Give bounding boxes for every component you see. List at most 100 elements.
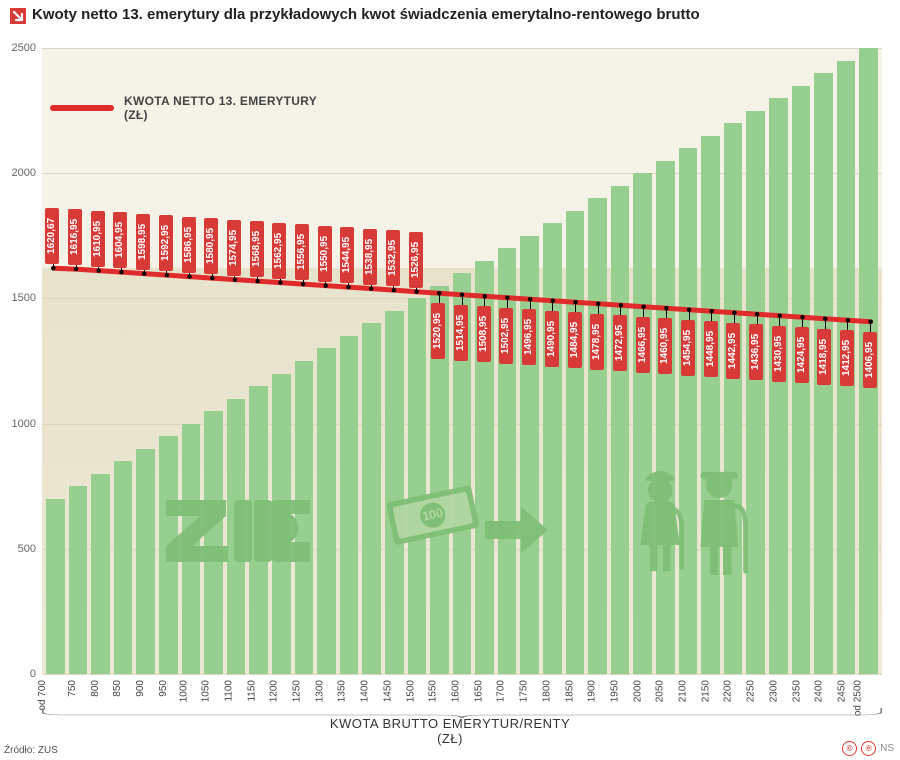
value-callout: 1430,95 [772, 326, 786, 382]
value-callout: 1472,95 [613, 315, 627, 371]
bar [769, 98, 788, 674]
callout-connector [643, 307, 644, 317]
x-tick-label: 2050 [655, 658, 673, 680]
bar [543, 223, 562, 674]
x-tick-label: od 700 [38, 649, 56, 680]
x-tick-label: 2100 [678, 658, 696, 680]
value-callout: 1532,95 [386, 230, 400, 286]
y-tick-label: 2500 [12, 42, 36, 54]
callout-connector [552, 301, 553, 311]
x-tick-label: 2400 [814, 658, 832, 680]
value-callout: 1460,95 [658, 318, 672, 374]
callout-connector [507, 298, 508, 308]
value-callout: 1604,95 [113, 212, 127, 268]
y-tick-label: 1000 [12, 418, 36, 430]
bar [656, 161, 675, 674]
x-tick-label: 800 [90, 663, 108, 680]
bar [701, 136, 720, 674]
value-callout: 1538,95 [363, 229, 377, 285]
bar [204, 411, 223, 674]
x-tick-label: 2300 [769, 658, 787, 680]
x-tick-label: 950 [159, 663, 177, 680]
x-axis-label: KWOTA BRUTTO EMERYTUR/RENTY (ZŁ) [0, 716, 900, 746]
x-tick-label: 1950 [610, 658, 628, 680]
x-tick-label: 1600 [451, 658, 469, 680]
bar [272, 374, 291, 674]
footer-badges: © ℗ NS [842, 741, 894, 756]
callout-connector [779, 316, 780, 326]
value-callout: 1544,95 [340, 227, 354, 283]
bar [69, 486, 88, 674]
bar [724, 123, 743, 674]
bar [249, 386, 268, 674]
y-tick-label: 0 [30, 668, 36, 680]
x-tick-label: 1450 [383, 658, 401, 680]
x-tick-label: 1850 [564, 658, 582, 680]
x-tick-label: 2200 [723, 658, 741, 680]
x-tick-label: 1200 [269, 658, 287, 680]
x-tick-label: 750 [68, 663, 86, 680]
callout-connector [484, 296, 485, 306]
bar [679, 148, 698, 674]
copyright-icon: © [842, 741, 857, 756]
callout-connector [734, 313, 735, 323]
value-callout: 1610,95 [91, 211, 105, 267]
callout-connector [575, 302, 576, 312]
callout-connector [711, 311, 712, 321]
x-tick-label: 1900 [587, 658, 605, 680]
y-tick-label: 500 [18, 543, 36, 555]
value-callout: 1484,95 [568, 312, 582, 368]
value-callout: 1550,95 [318, 226, 332, 282]
source-label: Źródło: ZUS [4, 745, 58, 756]
x-tick-label: 1250 [292, 658, 310, 680]
bar [136, 449, 155, 674]
value-callout: 1448,95 [704, 321, 718, 377]
callout-connector [598, 304, 599, 314]
bar [227, 399, 246, 674]
x-tick-label: 1800 [542, 658, 560, 680]
bar [295, 361, 314, 674]
bar [159, 436, 178, 674]
value-callout: 1418,95 [817, 329, 831, 385]
y-tick-label: 2000 [12, 167, 36, 179]
value-callout: 1574,95 [227, 220, 241, 276]
bar [746, 111, 765, 674]
callout-connector [825, 319, 826, 329]
bar [317, 348, 336, 674]
x-tick-label: 850 [113, 663, 131, 680]
x-tick-label: 2000 [632, 658, 650, 680]
x-tick-label: 1300 [315, 658, 333, 680]
value-callout: 1502,95 [499, 308, 513, 364]
callout-connector [462, 295, 463, 305]
bar [588, 198, 607, 674]
bar [182, 424, 201, 674]
bar [340, 336, 359, 674]
value-callout: 1586,95 [182, 217, 196, 273]
x-tick-label: 1100 [224, 658, 242, 680]
value-callout: 1496,95 [522, 309, 536, 365]
bar [408, 298, 427, 674]
chart-title: Kwoty netto 13. emerytury dla przykładow… [32, 6, 700, 24]
value-callout: 1436,95 [749, 324, 763, 380]
bar [633, 173, 652, 674]
callout-connector [530, 299, 531, 309]
x-tick-label: od 2500 [853, 644, 871, 680]
x-tick-label: 1350 [337, 658, 355, 680]
footer-initials: NS [880, 743, 894, 754]
bar [91, 474, 110, 674]
value-callout: 1466,95 [636, 317, 650, 373]
bar [114, 461, 133, 674]
bar [611, 186, 630, 674]
value-callout: 1454,95 [681, 320, 695, 376]
value-callout: 1424,95 [795, 327, 809, 383]
value-callout: 1508,95 [477, 306, 491, 362]
x-tick-label: 1050 [201, 658, 219, 680]
value-callout: 1490,95 [545, 311, 559, 367]
value-callout: 1526,95 [409, 232, 423, 288]
value-callout: 1580,95 [204, 218, 218, 274]
phonogram-icon: ℗ [861, 741, 876, 756]
x-tick-label: 2350 [791, 658, 809, 680]
y-tick-label: 1500 [12, 292, 36, 304]
value-callout: 1592,95 [159, 215, 173, 271]
value-callout: 1598,95 [136, 214, 150, 270]
